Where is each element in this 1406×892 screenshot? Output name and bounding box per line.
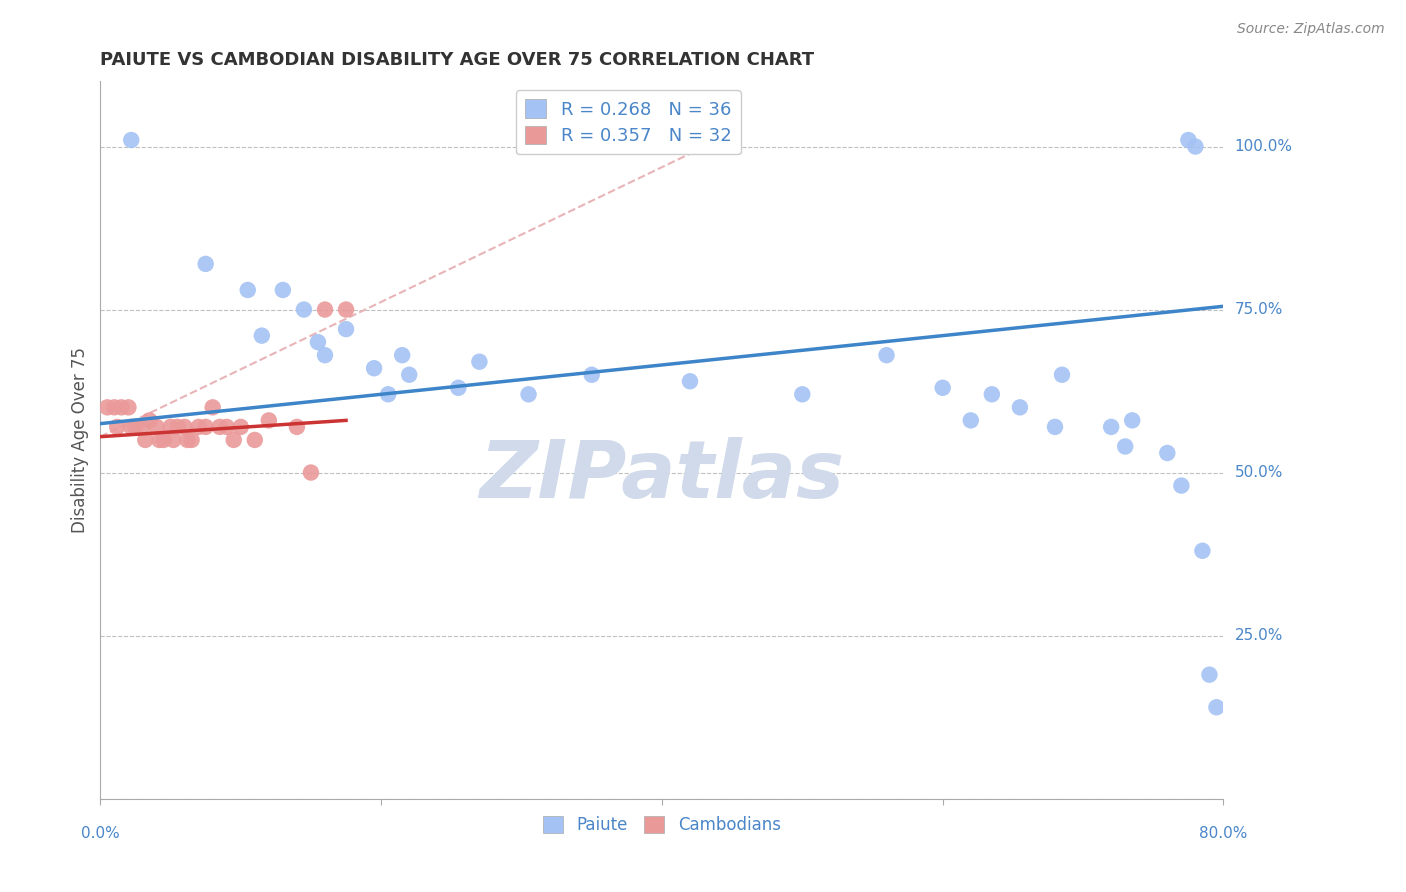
Point bbox=[792, 387, 814, 401]
Point bbox=[271, 283, 294, 297]
Point bbox=[959, 413, 981, 427]
Point bbox=[103, 401, 125, 415]
Point bbox=[201, 401, 224, 415]
Point bbox=[1043, 420, 1066, 434]
Point bbox=[110, 401, 132, 415]
Point bbox=[398, 368, 420, 382]
Point bbox=[517, 387, 540, 401]
Point bbox=[1121, 413, 1143, 427]
Point bbox=[145, 420, 167, 434]
Point bbox=[931, 381, 953, 395]
Point bbox=[1198, 667, 1220, 681]
Point bbox=[257, 413, 280, 427]
Text: 75.0%: 75.0% bbox=[1234, 302, 1282, 317]
Point bbox=[314, 348, 336, 362]
Point bbox=[96, 401, 118, 415]
Text: ZIPatlas: ZIPatlas bbox=[479, 437, 845, 515]
Point bbox=[120, 133, 142, 147]
Text: 50.0%: 50.0% bbox=[1234, 465, 1282, 480]
Point bbox=[1099, 420, 1122, 434]
Point bbox=[173, 420, 195, 434]
Point bbox=[138, 413, 160, 427]
Point bbox=[1177, 133, 1199, 147]
Point bbox=[292, 302, 315, 317]
Text: 25.0%: 25.0% bbox=[1234, 628, 1282, 643]
Point bbox=[581, 368, 603, 382]
Point bbox=[243, 433, 266, 447]
Point bbox=[335, 322, 357, 336]
Point bbox=[1050, 368, 1073, 382]
Text: 0.0%: 0.0% bbox=[82, 826, 120, 841]
Point bbox=[363, 361, 385, 376]
Point bbox=[1184, 139, 1206, 153]
Point bbox=[236, 283, 259, 297]
Point bbox=[335, 302, 357, 317]
Y-axis label: Disability Age Over 75: Disability Age Over 75 bbox=[72, 347, 89, 533]
Point bbox=[159, 420, 181, 434]
Point bbox=[124, 420, 146, 434]
Text: Source: ZipAtlas.com: Source: ZipAtlas.com bbox=[1237, 22, 1385, 37]
Point bbox=[876, 348, 898, 362]
Point bbox=[679, 374, 702, 388]
Point bbox=[1156, 446, 1178, 460]
Point bbox=[468, 354, 491, 368]
Point bbox=[307, 335, 329, 350]
Point bbox=[187, 420, 209, 434]
Point bbox=[1170, 478, 1192, 492]
Point bbox=[194, 420, 217, 434]
Point bbox=[162, 433, 184, 447]
Point bbox=[1114, 440, 1136, 454]
Point bbox=[222, 433, 245, 447]
Point bbox=[229, 420, 252, 434]
Point bbox=[208, 420, 231, 434]
Point bbox=[166, 420, 188, 434]
Point bbox=[180, 433, 202, 447]
Point bbox=[391, 348, 413, 362]
Text: 100.0%: 100.0% bbox=[1234, 139, 1292, 154]
Point bbox=[215, 420, 238, 434]
Point bbox=[1008, 401, 1031, 415]
Point bbox=[148, 433, 170, 447]
Point bbox=[1205, 700, 1227, 714]
Point bbox=[285, 420, 308, 434]
Point bbox=[117, 401, 139, 415]
Text: PAIUTE VS CAMBODIAN DISABILITY AGE OVER 75 CORRELATION CHART: PAIUTE VS CAMBODIAN DISABILITY AGE OVER … bbox=[100, 51, 814, 69]
Legend: Paiute, Cambodians: Paiute, Cambodians bbox=[537, 809, 787, 840]
Point bbox=[447, 381, 470, 395]
Point bbox=[314, 302, 336, 317]
Point bbox=[250, 328, 273, 343]
Point bbox=[299, 466, 322, 480]
Point bbox=[120, 420, 142, 434]
Text: 80.0%: 80.0% bbox=[1199, 826, 1247, 841]
Point bbox=[1191, 543, 1213, 558]
Point bbox=[105, 420, 128, 434]
Point bbox=[176, 433, 198, 447]
Point bbox=[131, 420, 153, 434]
Point bbox=[134, 433, 156, 447]
Point bbox=[194, 257, 217, 271]
Point bbox=[980, 387, 1002, 401]
Point bbox=[152, 433, 174, 447]
Point bbox=[377, 387, 399, 401]
